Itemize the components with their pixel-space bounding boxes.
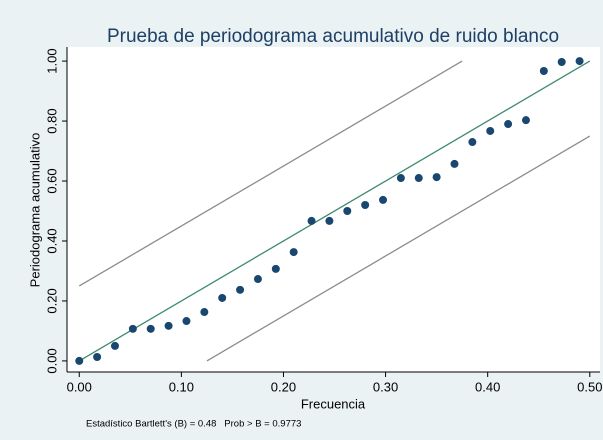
point [289,248,298,257]
y-tick-label: 1.00 [44,48,59,73]
reference-line [206,135,591,362]
point [432,173,441,182]
y-axis-title: Periodograma acumulativo [27,133,42,288]
x-tick-label: 0.10 [169,379,194,394]
point [307,216,316,225]
point [539,66,548,75]
x-axis-title: Frecuencia [301,396,366,411]
note: Estadístico Bartlett's (B) = 0.48 Prob >… [86,419,301,430]
point [325,216,334,225]
point [271,264,280,273]
x-tick-label: 0.50 [577,379,602,394]
point [396,174,405,183]
x-tick-label: 0.00 [67,379,92,394]
point [450,159,459,168]
y-tick-label: 0.00 [44,348,59,373]
chart-title: Prueba de periodograma acumulativo de ru… [107,26,559,47]
point [361,201,370,210]
point [93,353,102,362]
reference-line [78,60,463,287]
point [468,138,477,147]
point [200,308,209,317]
point [343,206,352,215]
point [504,120,513,129]
point [164,321,173,330]
point [236,285,245,294]
point [128,324,137,333]
x-tick-label: 0.30 [373,379,398,394]
point [182,317,191,326]
point [253,275,262,284]
point [379,195,388,204]
y-tick-label: 0.40 [44,228,59,253]
point [146,324,155,333]
point [218,293,227,302]
plot-area [67,47,600,372]
point [521,116,530,125]
reference-line [78,60,591,362]
y-tick-label: 0.60 [44,168,59,193]
x-tick-label: 0.20 [271,379,296,394]
point [557,57,566,66]
point [110,341,119,350]
point [486,126,495,135]
y-tick-label: 0.80 [44,108,59,133]
point [414,174,423,183]
x-tick-label: 0.40 [475,379,500,394]
point [575,57,584,66]
point [75,356,84,365]
y-tick-label: 0.20 [44,288,59,313]
